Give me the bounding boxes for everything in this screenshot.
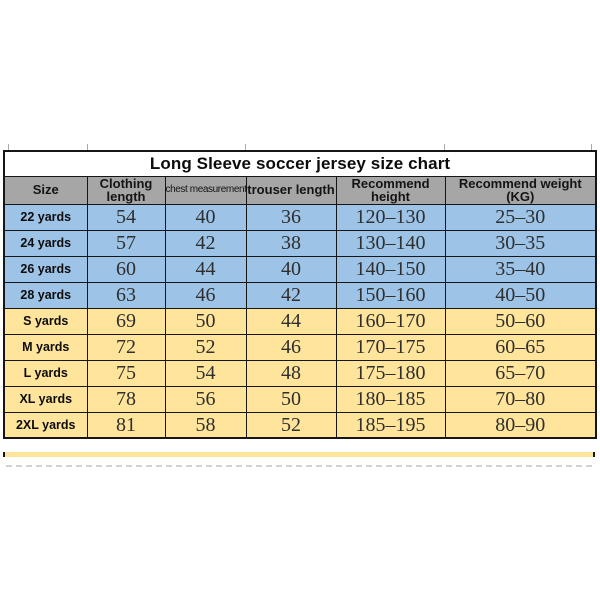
cell-trouser: 52 bbox=[245, 411, 337, 439]
cell-size: S yards bbox=[3, 307, 88, 335]
cell-chest: 52 bbox=[164, 333, 247, 361]
table-row-22-yards: 22 yards 54 40 36 120–130 25–30 bbox=[3, 203, 597, 231]
cell-trouser: 46 bbox=[245, 333, 337, 361]
crop-tick bbox=[591, 144, 592, 150]
table-title-row: Long Sleeve soccer jersey size chart bbox=[3, 150, 597, 177]
table-title: Long Sleeve soccer jersey size chart bbox=[3, 150, 597, 177]
column-header-recommend-height: Recommend height bbox=[335, 175, 446, 205]
cell-clothing-length: 78 bbox=[86, 385, 166, 413]
column-header-chest-measurement: chest measurement bbox=[164, 175, 247, 205]
cell-chest: 54 bbox=[164, 359, 247, 387]
table-header-row: Size Clothing length chest measurement t… bbox=[3, 175, 597, 205]
cell-weight: 25–30 bbox=[444, 203, 597, 231]
cell-size: XL yards bbox=[3, 385, 88, 413]
crop-tick bbox=[245, 144, 246, 150]
column-header-clothing-length: Clothing length bbox=[86, 175, 166, 205]
table-row-l-yards: L yards 75 54 48 175–180 65–70 bbox=[3, 359, 597, 387]
cell-height: 185–195 bbox=[335, 411, 446, 439]
cell-trouser: 50 bbox=[245, 385, 337, 413]
cell-weight: 50–60 bbox=[444, 307, 597, 335]
cell-trouser: 38 bbox=[245, 229, 337, 257]
cell-chest: 56 bbox=[164, 385, 247, 413]
cell-size: 2XL yards bbox=[3, 411, 88, 439]
cell-clothing-length: 81 bbox=[86, 411, 166, 439]
crop-dashed-line bbox=[6, 465, 592, 467]
column-header-recommend-weight: Recommend weight (KG) bbox=[444, 175, 597, 205]
table-row-s-yards: S yards 69 50 44 160–170 50–60 bbox=[3, 307, 597, 335]
cell-clothing-length: 57 bbox=[86, 229, 166, 257]
column-header-trouser-length: trouser length bbox=[245, 175, 337, 205]
cell-chest: 58 bbox=[164, 411, 247, 439]
size-chart-table: Long Sleeve soccer jersey size chart Siz… bbox=[3, 150, 598, 440]
table-row-26-yards: 26 yards 60 44 40 140–150 35–40 bbox=[3, 255, 597, 283]
cell-clothing-length: 69 bbox=[86, 307, 166, 335]
cell-clothing-length: 60 bbox=[86, 255, 166, 283]
cell-clothing-length: 72 bbox=[86, 333, 166, 361]
cell-trouser: 40 bbox=[245, 255, 337, 283]
cropped-next-row-strip bbox=[3, 452, 595, 457]
cell-chest: 42 bbox=[164, 229, 247, 257]
table-row-m-yards: M yards 72 52 46 170–175 60–65 bbox=[3, 333, 597, 361]
column-header-size: Size bbox=[3, 175, 88, 205]
cell-height: 180–185 bbox=[335, 385, 446, 413]
cell-height: 170–175 bbox=[335, 333, 446, 361]
cell-height: 140–150 bbox=[335, 255, 446, 283]
crop-tick bbox=[444, 144, 445, 150]
crop-tick bbox=[8, 144, 9, 150]
cell-trouser: 42 bbox=[245, 281, 337, 309]
cell-clothing-length: 75 bbox=[86, 359, 166, 387]
cell-clothing-length: 54 bbox=[86, 203, 166, 231]
cell-trouser: 44 bbox=[245, 307, 337, 335]
cell-size: M yards bbox=[3, 333, 88, 361]
cell-weight: 40–50 bbox=[444, 281, 597, 309]
cell-weight: 35–40 bbox=[444, 255, 597, 283]
cell-chest: 50 bbox=[164, 307, 247, 335]
cell-weight: 30–35 bbox=[444, 229, 597, 257]
cell-weight: 80–90 bbox=[444, 411, 597, 439]
cell-size: L yards bbox=[3, 359, 88, 387]
table-row-24-yards: 24 yards 57 42 38 130–140 30–35 bbox=[3, 229, 597, 257]
cell-height: 150–160 bbox=[335, 281, 446, 309]
cell-chest: 46 bbox=[164, 281, 247, 309]
cell-weight: 60–65 bbox=[444, 333, 597, 361]
cell-height: 120–130 bbox=[335, 203, 446, 231]
cell-size: 24 yards bbox=[3, 229, 88, 257]
cell-clothing-length: 63 bbox=[86, 281, 166, 309]
cell-size: 28 yards bbox=[3, 281, 88, 309]
cell-trouser: 48 bbox=[245, 359, 337, 387]
cell-height: 130–140 bbox=[335, 229, 446, 257]
cell-weight: 65–70 bbox=[444, 359, 597, 387]
table-row-2xl-yards: 2XL yards 81 58 52 185–195 80–90 bbox=[3, 411, 597, 439]
cell-chest: 40 bbox=[164, 203, 247, 231]
cell-height: 160–170 bbox=[335, 307, 446, 335]
cell-size: 22 yards bbox=[3, 203, 88, 231]
table-row-28-yards: 28 yards 63 46 42 150–160 40–50 bbox=[3, 281, 597, 309]
cell-weight: 70–80 bbox=[444, 385, 597, 413]
crop-tick bbox=[87, 144, 88, 150]
cell-size: 26 yards bbox=[3, 255, 88, 283]
table-row-xl-yards: XL yards 78 56 50 180–185 70–80 bbox=[3, 385, 597, 413]
cell-trouser: 36 bbox=[245, 203, 337, 231]
cell-height: 175–180 bbox=[335, 359, 446, 387]
cell-chest: 44 bbox=[164, 255, 247, 283]
